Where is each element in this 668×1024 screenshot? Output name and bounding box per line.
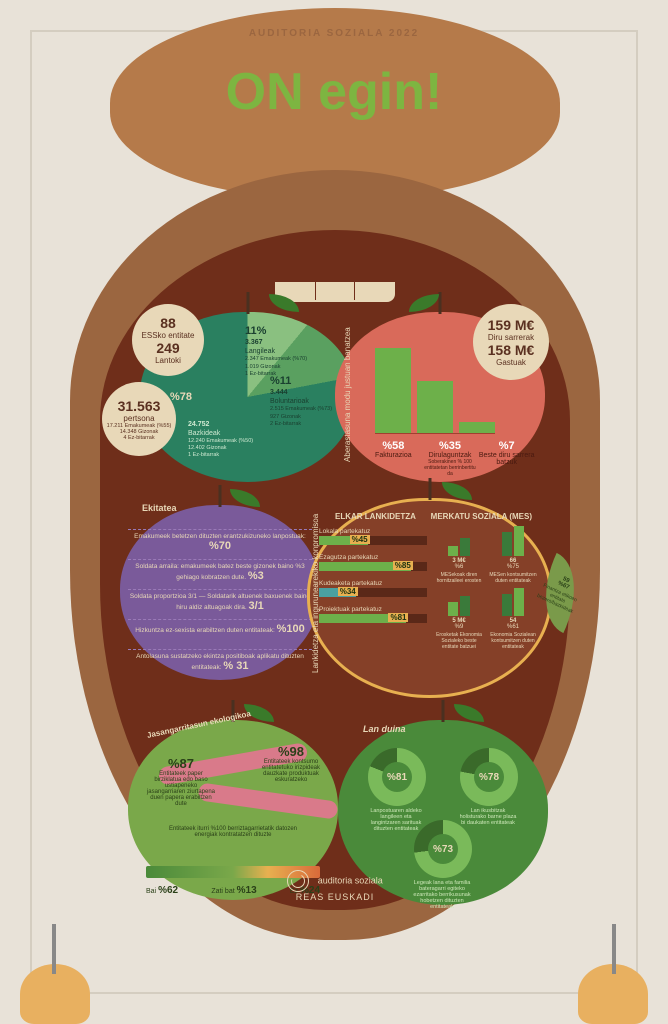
eco-item-1: %98Entitateek kontsumo entitatetuko iriz… [256,744,326,783]
knife-icon [612,924,616,974]
col1-title: ELKAR LANKIDETZA [335,512,416,521]
hbar-group: Lokala partekatuz%45 Ezagutza partekatuz%… [319,528,427,632]
face-shape: 88ESSko entitate 249Lantoki 31.563pertso… [70,170,600,940]
col2-title: MERKATU SOZIALA (MES) [431,512,532,521]
stem [219,485,222,507]
logo-icon [287,870,309,892]
bar-labels: %58Fakturazioa %35DirulaguntzakSoberakin… [365,440,535,477]
leaf-icon [442,482,472,500]
mes-item: 3 M€%6MESekoak diren hornitzaileei erost… [434,528,484,584]
pie-seg-1: 11% 3.367Langileak 2.347 Emakumeak (%70)… [245,324,307,378]
badge-people: 31.563pertsona 17.211 Emakumeak (%55) 14… [102,382,176,456]
hbar-row: Ezagutza partekatuz%85 [319,554,427,571]
header-subtitle: AUDITORIA SOZIALA 2022 [0,28,668,39]
mes-item: 54%61Ekonomia Sozialean kontsumitzen dut… [488,588,538,650]
pie-seg-2: %11 3.444Boluntarioak 2.515 Emakumeak (%… [270,374,332,428]
equity-row: Hizkuntza ez-sexista erabiltzen duten en… [128,619,312,635]
hbar-row: Lokala partekatuz%45 [319,528,427,545]
equity-row: Antolasuna sustatzeko ekintza positiboak… [128,649,312,672]
footer-logo: auditoria soziala REAS EUSKADI [100,870,570,902]
mes-item: 66%75MESen kontsumitzen duten entitateak [488,528,538,584]
stem [246,292,249,314]
eco-item-0: %87Entitateek paper birziklatua edo baso… [146,756,216,807]
eco-mid: Entitateek iturri %100 berriztagarrietat… [158,826,308,838]
leaf-icon [454,704,484,722]
donut-chart: %81 [368,748,426,806]
apple-equity: Ekitatea Emakumeek betetzen dituzten era… [120,505,320,680]
stem [439,292,442,314]
section-title: Ekitatea [142,503,177,513]
badge-entities: 88ESSko entitate 249Lantoki [132,304,204,376]
donut-chart: %78 [460,748,518,806]
equity-row: Soldata arraila: emakumeek batez beste g… [128,559,312,582]
hbar-row: Proiektuak partekatuz%81 [319,606,427,623]
bar [459,422,495,433]
vertical-label: Aberastasuna modu justuan banatzea [343,327,352,462]
mes-item: 5 M€%9Erosketak Ekonomia Sozialeko beste… [434,588,484,650]
teeth [275,282,395,302]
stem [442,700,445,722]
section-title: Lan duina [363,724,406,734]
mes-grid: 3 M€%6MESekoak diren hornitzaileei erost… [434,528,542,650]
equity-row: Soldata proportzioa 3/1 — Soldatarik alt… [128,589,312,612]
pie-seg-0: %78 24.752Bazkideak 12.240 Emakumeak (%5… [188,420,253,460]
stem [428,478,431,500]
leaf-icon [409,294,439,312]
fork-icon [52,924,56,974]
main-title: ON egin! [0,62,668,122]
apple-cooperation: Lankidetza eta ingurunearekiko konpromis… [307,498,552,698]
leaf-icon [230,489,260,507]
equity-row: Emakumeek betetzen dituzten erantzukizun… [128,529,312,552]
apple-entities: 88ESSko entitate 249Lantoki 31.563pertso… [140,312,355,482]
hbar-row: Kudeaketa partekatuz%34 [319,580,427,597]
bar [375,348,411,433]
bar [417,381,453,433]
apple-wealth: Aberastasuna modu justuan banatzea 159 M… [335,312,545,482]
mouth-area: 88ESSko entitate 249Lantoki 31.563pertso… [100,230,570,910]
bar-chart [375,344,495,434]
